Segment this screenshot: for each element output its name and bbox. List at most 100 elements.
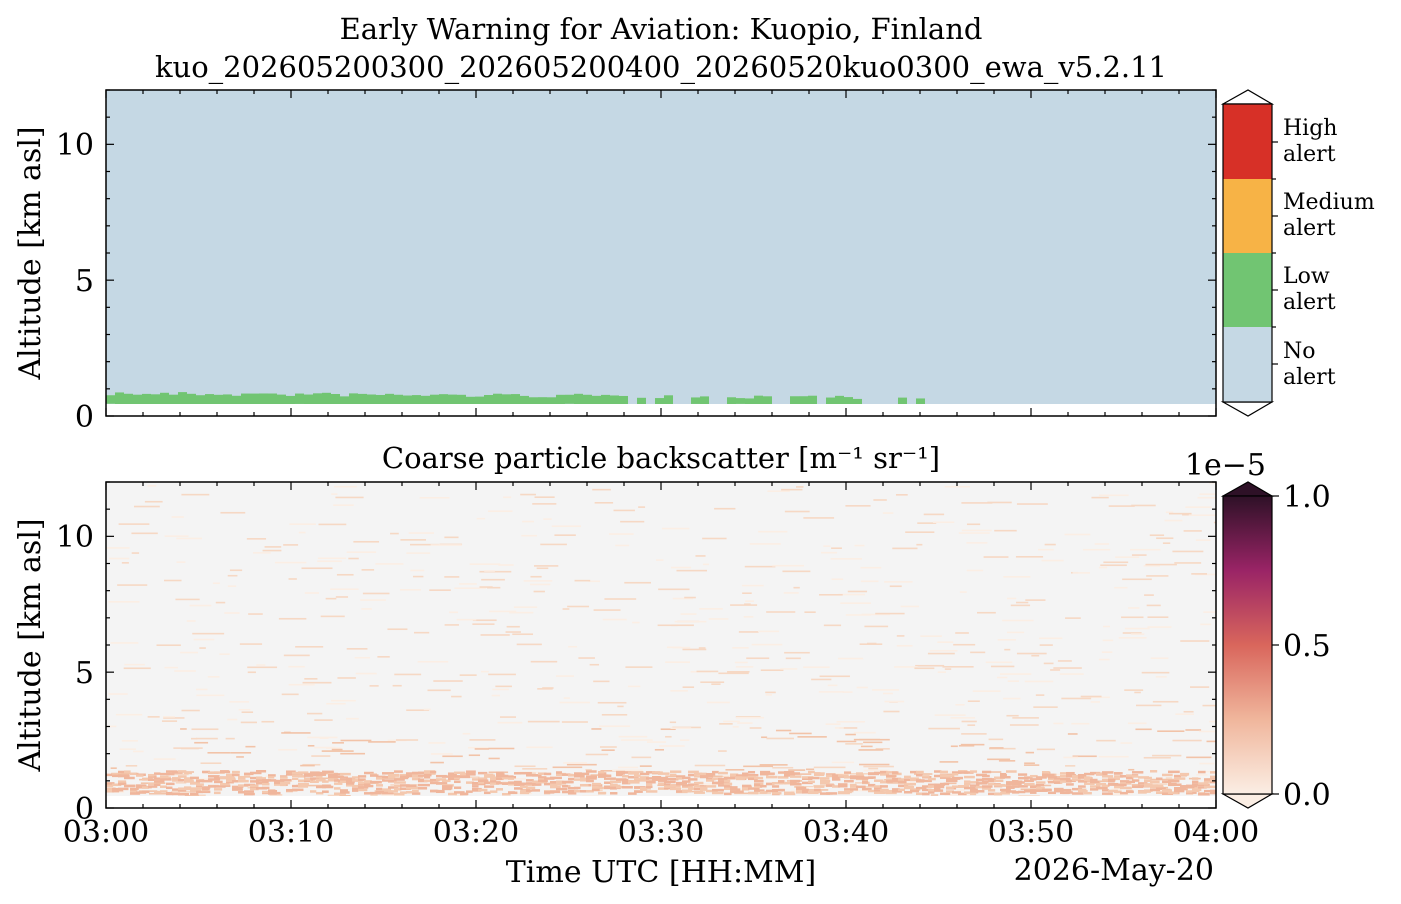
backscatter-cell bbox=[985, 661, 1013, 664]
backscatter-cell bbox=[727, 670, 750, 673]
backscatter-cell bbox=[793, 586, 800, 589]
aerosol-layer-cell bbox=[1060, 788, 1072, 792]
backscatter-cell bbox=[181, 709, 200, 712]
aerosol-layer-cell bbox=[634, 777, 642, 780]
backscatter-cell bbox=[430, 761, 444, 764]
backscatter-cell bbox=[562, 608, 570, 610]
aerosol-layer-cell bbox=[154, 777, 163, 780]
backscatter-cell bbox=[863, 741, 883, 744]
backscatter-cell bbox=[247, 671, 256, 674]
aerosol-layer-cell bbox=[904, 775, 911, 779]
backscatter-cell bbox=[766, 611, 796, 613]
backscatter-cell bbox=[585, 768, 592, 771]
backscatter-cell bbox=[520, 788, 530, 791]
aerosol-layer-cell bbox=[604, 785, 614, 789]
aerosol-layer-cell bbox=[130, 788, 138, 791]
aerosol-layer-cell bbox=[862, 776, 874, 779]
backscatter-cell bbox=[838, 593, 866, 596]
aerosol-layer-cell bbox=[550, 785, 561, 789]
backscatter-cell bbox=[765, 694, 772, 696]
backscatter-cell bbox=[766, 737, 794, 740]
backscatter-cell bbox=[295, 646, 324, 648]
backscatter-cell bbox=[742, 592, 752, 595]
aerosol-layer-cell bbox=[256, 782, 268, 785]
backscatter-cell bbox=[513, 606, 538, 608]
backscatter-cell bbox=[612, 769, 643, 772]
aerosol-layer-cell bbox=[250, 784, 259, 788]
backscatter-cell bbox=[534, 565, 559, 567]
backscatter-cell bbox=[831, 761, 855, 764]
low-alert-cell bbox=[250, 393, 259, 407]
aerosol-layer-cell bbox=[520, 771, 532, 775]
aerosol-layer-cell bbox=[592, 783, 602, 786]
backscatter-cell bbox=[1039, 644, 1053, 646]
backscatter-cell bbox=[834, 727, 844, 729]
backscatter-cell bbox=[340, 739, 372, 742]
backscatter-cell bbox=[998, 760, 1016, 762]
aerosol-layer-cell bbox=[766, 772, 775, 775]
backscatter-cell bbox=[830, 772, 855, 775]
aerosol-layer-cell bbox=[694, 781, 704, 785]
aerosol-layer-cell bbox=[700, 786, 708, 789]
backscatter-cell bbox=[394, 673, 422, 676]
aerosol-layer-cell bbox=[562, 773, 571, 776]
aerosol-layer-cell bbox=[322, 785, 334, 789]
aerosol-layer-cell bbox=[718, 784, 730, 787]
backscatter-cell bbox=[335, 596, 349, 598]
aerosol-layer-cell bbox=[712, 770, 719, 774]
aerosol-layer-cell bbox=[448, 774, 458, 777]
backscatter-cell bbox=[462, 732, 471, 735]
aerosol-layer-cell bbox=[844, 788, 851, 791]
aerosol-layer-cell bbox=[772, 792, 782, 795]
backscatter-cell bbox=[836, 720, 865, 723]
aerosol-layer-cell bbox=[346, 784, 355, 787]
backscatter-cell bbox=[592, 488, 611, 491]
backscatter-cell bbox=[1033, 706, 1058, 708]
backscatter-cell bbox=[621, 739, 653, 741]
low-alert-cell bbox=[844, 397, 853, 405]
backscatter-cell bbox=[708, 618, 729, 620]
backscatter-cell bbox=[262, 549, 282, 552]
backscatter-cell bbox=[669, 721, 677, 724]
aerosol-layer-cell bbox=[1162, 789, 1172, 792]
aerosol-layer-cell bbox=[160, 785, 167, 788]
backscatter-cell bbox=[966, 523, 981, 526]
backscatter-cell bbox=[1150, 778, 1179, 781]
aerosol-layer-cell bbox=[562, 784, 569, 788]
aerosol-layer-cell bbox=[832, 778, 841, 781]
aerosol-layer-cell bbox=[136, 774, 144, 777]
aerosol-layer-cell bbox=[376, 787, 383, 791]
aerosol-layer-cell bbox=[298, 779, 308, 782]
backscatter-cell bbox=[625, 666, 653, 668]
backscatter-cell bbox=[836, 740, 857, 743]
backscatter-cell bbox=[171, 516, 184, 518]
aerosol-layer-cell bbox=[1168, 791, 1179, 794]
aerosol-layer-cell bbox=[358, 775, 367, 778]
backscatter-cell bbox=[1012, 717, 1039, 719]
aerosol-layer-cell bbox=[1012, 791, 1020, 794]
aerosol-layer-cell bbox=[280, 776, 288, 779]
backscatter-cell bbox=[456, 618, 477, 621]
aerosol-layer-cell bbox=[808, 780, 815, 784]
backscatter-cell bbox=[665, 735, 672, 738]
aerosol-layer-cell bbox=[988, 779, 996, 783]
aerosol-layer-cell bbox=[1180, 773, 1189, 776]
aerosol-layer-cell bbox=[406, 772, 418, 775]
backscatter-cell bbox=[468, 746, 489, 749]
aerosol-layer-cell bbox=[886, 771, 898, 774]
aerosol-layer-cell bbox=[688, 783, 698, 786]
backscatter-cell bbox=[175, 782, 187, 784]
backscatter-cell bbox=[943, 782, 957, 785]
aerosol-layer-cell bbox=[766, 775, 775, 779]
aerosol-layer-cell bbox=[400, 773, 407, 777]
backscatter-cell bbox=[593, 680, 610, 683]
aerosol-layer-cell bbox=[316, 791, 324, 795]
backscatter-cell bbox=[884, 581, 913, 583]
aerosol-layer-cell bbox=[202, 770, 210, 774]
aerosol-layer-cell bbox=[982, 770, 992, 774]
aerosol-layer-cell bbox=[868, 776, 876, 779]
backscatter-cell bbox=[939, 761, 959, 763]
aerosol-layer-cell bbox=[322, 780, 329, 783]
aerosol-layer-cell bbox=[484, 785, 495, 788]
aerosol-layer-cell bbox=[910, 789, 920, 793]
